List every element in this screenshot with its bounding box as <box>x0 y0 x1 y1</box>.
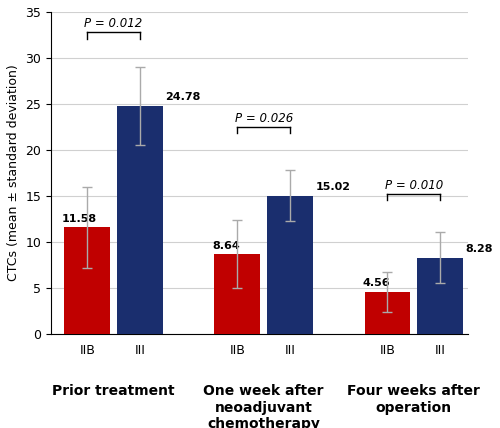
Text: Prior treatment: Prior treatment <box>52 384 175 398</box>
Text: 11.58: 11.58 <box>62 214 97 224</box>
Y-axis label: CTCs (mean ± standard deviation): CTCs (mean ± standard deviation) <box>7 65 20 281</box>
Text: 8.64: 8.64 <box>212 241 240 251</box>
Bar <box>364 292 410 334</box>
Bar <box>117 106 163 334</box>
Bar <box>214 254 260 334</box>
Text: P = 0.012: P = 0.012 <box>84 17 142 30</box>
Bar <box>267 196 313 334</box>
Text: P = 0.026: P = 0.026 <box>234 112 293 125</box>
Text: 24.78: 24.78 <box>166 92 200 102</box>
Bar <box>64 227 110 334</box>
Text: P = 0.010: P = 0.010 <box>384 179 443 192</box>
Bar <box>417 258 463 334</box>
Text: Four weeks after
operation: Four weeks after operation <box>348 384 480 415</box>
Text: 15.02: 15.02 <box>316 182 350 192</box>
Text: One week after
neoadjuvant
chemotherapy: One week after neoadjuvant chemotherapy <box>204 384 324 428</box>
Text: 8.28: 8.28 <box>466 244 493 254</box>
Text: 4.56: 4.56 <box>362 278 390 288</box>
